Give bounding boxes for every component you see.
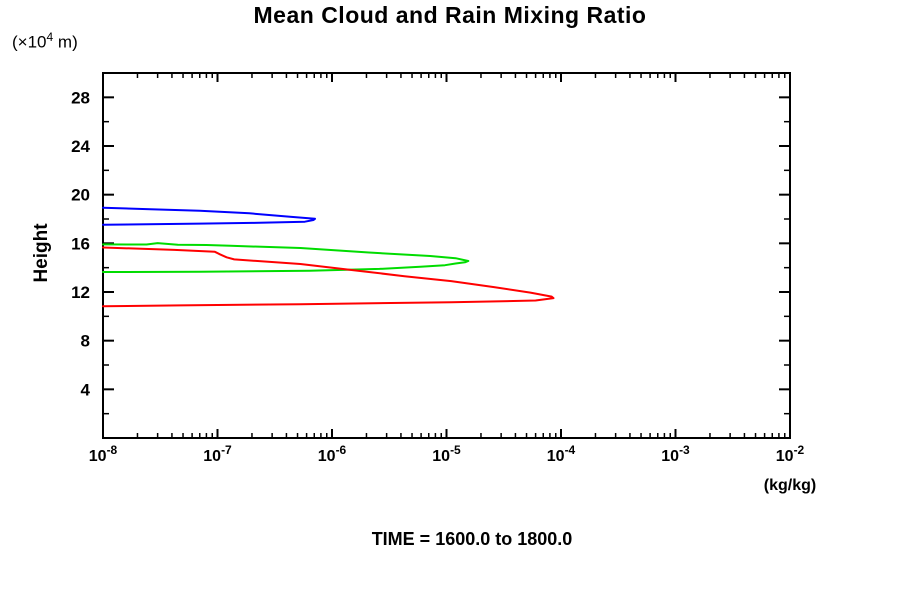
- y-tick-label: 24: [71, 137, 90, 156]
- x-tick-label: 10-8: [89, 443, 118, 465]
- y-tick-label: 16: [71, 234, 90, 253]
- y-tick-label: 8: [81, 332, 90, 351]
- time-annotation: TIME = 1600.0 to 1800.0: [371, 529, 573, 549]
- green-curve: [102, 242, 470, 273]
- x-tick-label: 10-2: [776, 443, 805, 465]
- x-tick-label: 10-5: [432, 443, 461, 465]
- y-tick-label: 4: [81, 380, 91, 399]
- red-curve: [102, 246, 555, 308]
- y-unit-exponent: 4: [46, 30, 54, 44]
- y-tick-label: 20: [71, 186, 90, 205]
- x-tick-label: 10-6: [318, 443, 347, 465]
- chart-title: Mean Cloud and Rain Mixing Ratio: [253, 2, 647, 28]
- y-tick-label: 28: [71, 88, 90, 107]
- y-unit-prefix: (×10: [12, 32, 47, 52]
- y-unit-suffix: m): [53, 32, 78, 52]
- plot-frame: [102, 72, 791, 439]
- x-axis-unit-label: (kg/kg): [763, 477, 817, 494]
- blue-curve: [102, 206, 316, 226]
- y-axis-unit-label: (×104 m): [12, 30, 78, 53]
- x-tick-label: 10-7: [203, 443, 232, 465]
- x-tick-label: 10-4: [547, 443, 576, 465]
- y-tick-label: 12: [71, 283, 90, 302]
- x-tick-label: 10-3: [661, 443, 690, 465]
